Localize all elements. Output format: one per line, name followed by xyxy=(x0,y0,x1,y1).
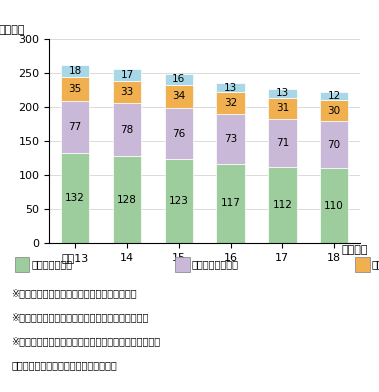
Text: 71: 71 xyxy=(276,138,289,148)
Text: 110: 110 xyxy=(324,201,344,211)
Text: 73: 73 xyxy=(224,134,237,144)
Text: ※　その他は、第三種郵便物、第四種郵便物、選挙郵便: ※ その他は、第三種郵便物、第四種郵便物、選挙郵便 xyxy=(11,336,160,346)
Bar xyxy=(61,77,89,101)
Text: 18: 18 xyxy=(69,66,82,76)
Text: 70: 70 xyxy=(327,140,341,149)
Text: 物（はがき）及び特殊取扱の郵便物: 物（はがき）及び特殊取扱の郵便物 xyxy=(11,360,117,370)
Bar xyxy=(268,167,297,243)
FancyBboxPatch shape xyxy=(355,257,370,272)
Text: 77: 77 xyxy=(69,122,82,132)
Text: 12: 12 xyxy=(327,91,341,101)
Bar xyxy=(113,103,141,156)
Text: 13: 13 xyxy=(276,88,289,98)
Bar xyxy=(164,160,193,243)
Text: 年賀（封書・はがき）: 年賀（封書・はがき） xyxy=(371,260,379,270)
Bar xyxy=(113,156,141,243)
Text: 31: 31 xyxy=(276,103,289,113)
Bar xyxy=(320,121,348,168)
Text: 76: 76 xyxy=(172,129,185,139)
Text: 13: 13 xyxy=(224,83,237,93)
Text: 123: 123 xyxy=(169,196,189,206)
FancyBboxPatch shape xyxy=(175,257,190,272)
FancyBboxPatch shape xyxy=(15,257,30,272)
Bar xyxy=(320,168,348,243)
Text: ※　第二種郵便物（はがき）は、年賀はがきを除く: ※ 第二種郵便物（はがき）は、年賀はがきを除く xyxy=(11,312,149,322)
Bar xyxy=(320,100,348,121)
Text: 117: 117 xyxy=(221,198,241,208)
Bar xyxy=(113,69,141,81)
Text: 17: 17 xyxy=(121,70,133,80)
Bar xyxy=(216,163,245,243)
Bar xyxy=(164,85,193,108)
Bar xyxy=(216,83,245,92)
Bar xyxy=(216,114,245,163)
Bar xyxy=(320,92,348,100)
Text: 35: 35 xyxy=(69,84,82,94)
Text: 30: 30 xyxy=(327,105,341,116)
Bar xyxy=(164,74,193,85)
Text: 112: 112 xyxy=(273,200,292,210)
Bar xyxy=(61,153,89,243)
Y-axis label: （億通）: （億通） xyxy=(0,25,25,35)
Bar xyxy=(61,101,89,153)
Text: （年度）: （年度） xyxy=(341,245,368,255)
Text: 32: 32 xyxy=(224,98,237,108)
Bar xyxy=(61,65,89,77)
Text: 第二種（はがき）: 第二種（はがき） xyxy=(191,260,238,270)
Bar xyxy=(113,81,141,103)
Bar xyxy=(268,89,297,98)
Bar xyxy=(268,119,297,167)
Text: 16: 16 xyxy=(172,74,185,84)
Text: 33: 33 xyxy=(121,87,133,97)
Text: 132: 132 xyxy=(65,193,85,203)
Text: 第一種（封書）: 第一種（封書） xyxy=(31,260,72,270)
Bar xyxy=(216,92,245,114)
Text: ※　第一種郵便物（封書）は、年賀封書を除く: ※ 第一種郵便物（封書）は、年賀封書を除く xyxy=(11,288,137,298)
Text: 128: 128 xyxy=(117,194,137,205)
Text: 34: 34 xyxy=(172,91,185,101)
Bar xyxy=(164,108,193,160)
Bar xyxy=(268,98,297,119)
Text: 78: 78 xyxy=(121,125,133,134)
